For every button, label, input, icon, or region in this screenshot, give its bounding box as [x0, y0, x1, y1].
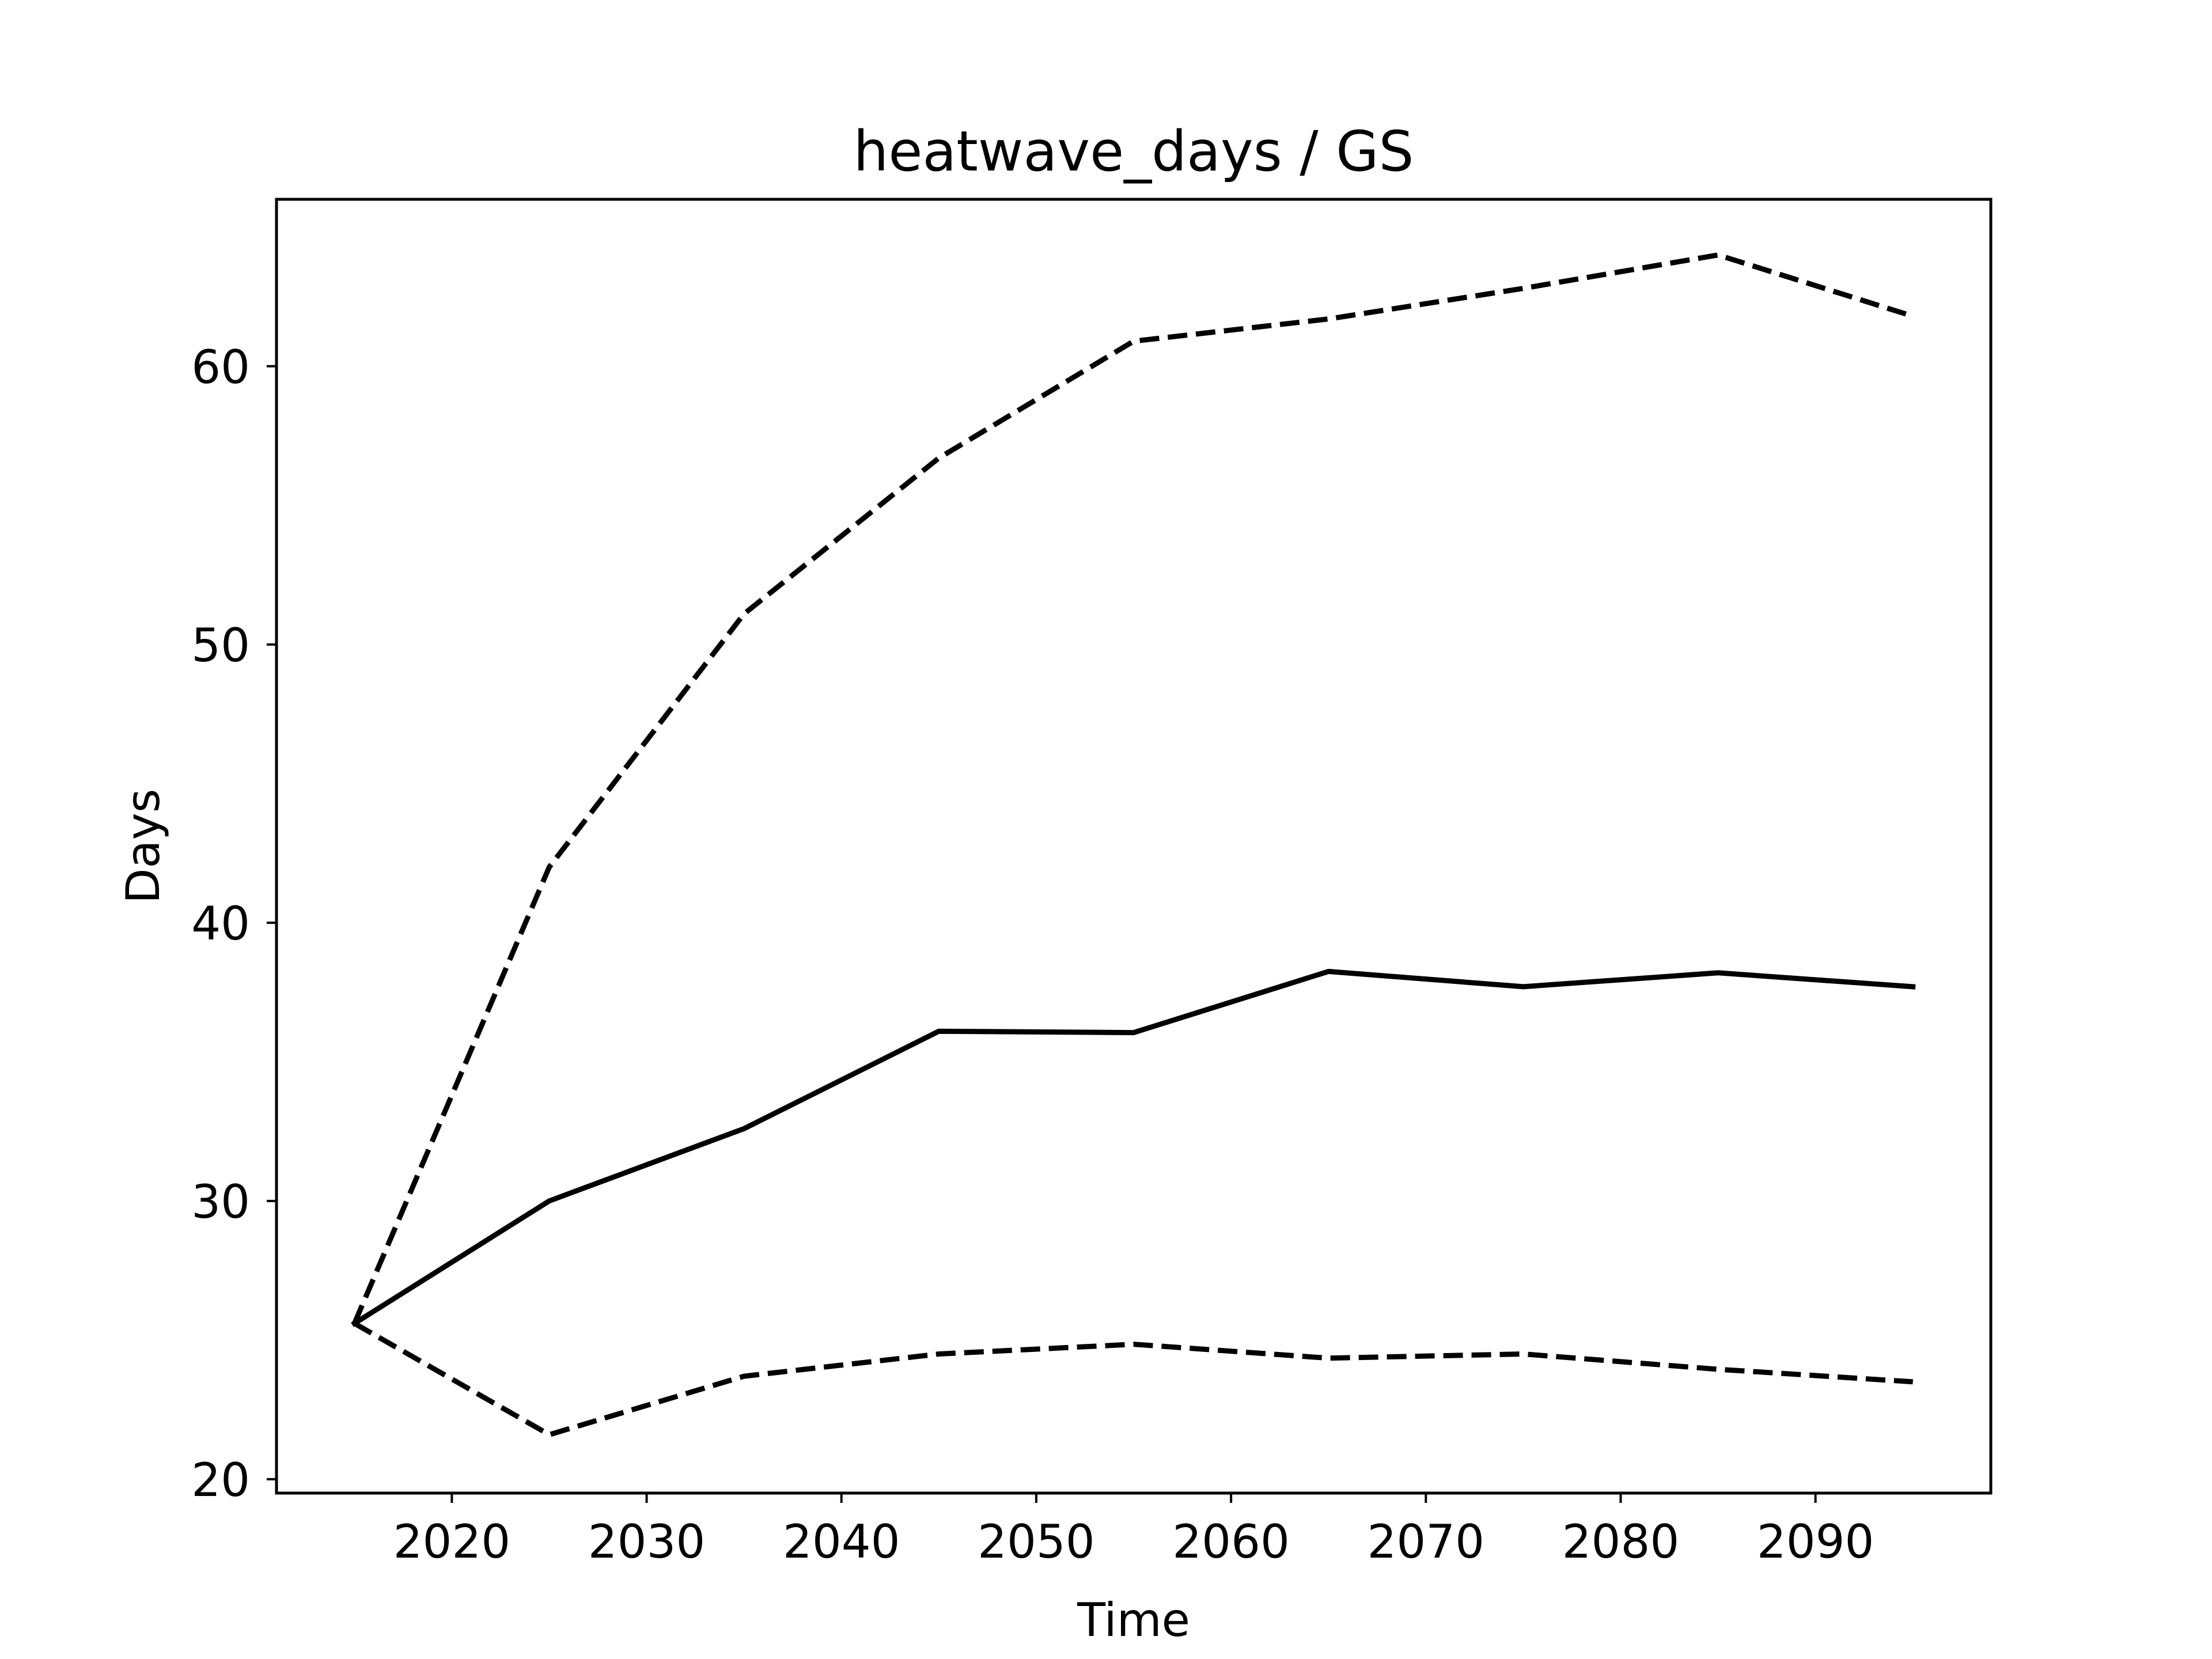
series-layer: [351, 252, 1916, 1438]
x-tick-label: 2050: [978, 1515, 1095, 1569]
chart-title: heatwave_days / GS: [854, 119, 1414, 184]
y-axis-ticks: 20 30 40 50 60: [191, 340, 276, 1507]
x-tick-label: 2030: [588, 1515, 706, 1569]
x-axis-ticks: 2020 2030 2040 2050 2060 2070 2080 2090: [393, 1493, 1874, 1569]
y-tick-label: 40: [191, 897, 250, 950]
y-tick-label: 20: [191, 1453, 250, 1507]
plot-area-frame: [275, 198, 1993, 1495]
x-tick-label: 2080: [1562, 1515, 1680, 1569]
series-line-1-dashed: [352, 252, 1914, 1325]
x-tick-label: 2020: [393, 1515, 511, 1569]
series-line-3-dashed: [353, 1321, 1913, 1438]
y-tick-label: 30: [191, 1175, 250, 1229]
y-tick-label: 50: [191, 619, 250, 672]
series-line-2-solid: [351, 968, 1916, 1327]
y-axis-label: Days: [116, 789, 170, 904]
x-tick-label: 2090: [1757, 1515, 1874, 1569]
x-tick-label: 2060: [1172, 1515, 1290, 1569]
x-tick-label: 2070: [1367, 1515, 1484, 1569]
x-axis-label: Time: [1077, 1593, 1190, 1647]
x-tick-label: 2040: [783, 1515, 900, 1569]
y-tick-label: 60: [191, 340, 250, 394]
